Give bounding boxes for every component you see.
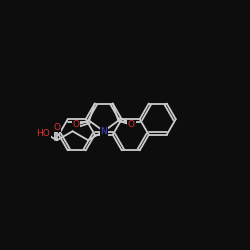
Text: O: O (128, 120, 135, 130)
Text: O: O (54, 123, 60, 132)
Text: HO: HO (36, 129, 50, 138)
Text: O: O (72, 120, 80, 130)
Text: N: N (100, 127, 107, 136)
